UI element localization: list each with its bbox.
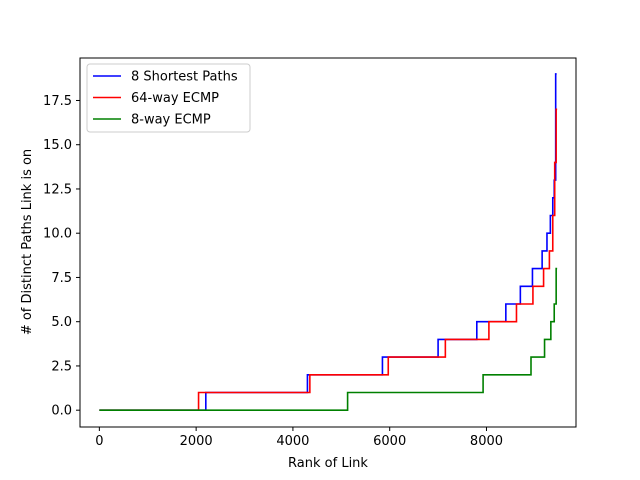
x-axis-label: Rank of Link [288,456,368,471]
y-tick-label: 5.0 [51,315,72,330]
y-ticks: 0.0 2.5 5.0 7.5 10.0 12.5 15.0 17.5 [43,94,80,419]
x-ticks: 0 2000 4000 6000 8000 [95,427,503,449]
axes-frame [79,57,577,428]
y-tick-label: 17.5 [43,94,72,109]
legend-label-1: 8 Shortest Paths [131,70,238,85]
series-line-2 [99,108,558,411]
y-tick-label: 0.0 [51,404,72,419]
y-tick-label: 2.5 [51,359,72,374]
y-tick-label: 10.0 [43,227,72,242]
legend-box [86,63,251,133]
y-tick-label: 15.0 [43,138,72,153]
series-line-3 [99,267,558,411]
x-tick-label: 2000 [180,434,213,449]
series-layer [99,73,558,411]
y-tick-label: 12.5 [43,182,72,197]
y-tick-label: 7.5 [51,271,72,286]
legend-label-2: 64-way ECMP [131,91,219,106]
x-tick-label: 6000 [373,434,406,449]
x-tick-label: 4000 [276,434,309,449]
legend-label-3: 8-way ECMP [131,113,211,128]
x-tick-label: 8000 [470,434,503,449]
legend: 8 Shortest Paths 64-way ECMP 8-way ECMP [86,63,251,133]
x-tick-label: 0 [95,434,103,449]
y-axis-label: # of Distinct Paths Link is on [20,149,35,335]
